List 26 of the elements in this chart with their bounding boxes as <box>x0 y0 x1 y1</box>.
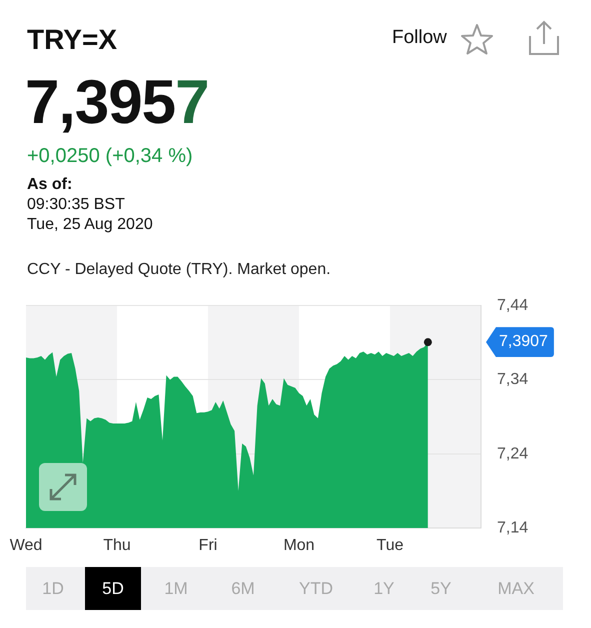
text: YTD <box>298 578 334 600</box>
text: Tue, 25 Aug 2020 <box>27 216 153 234</box>
text: 1Y <box>372 578 396 600</box>
y-tick-label: 7,34 <box>497 371 528 388</box>
y-tick-label: 7,44 <box>497 297 528 314</box>
text: 1M <box>163 578 189 600</box>
x-tick-label: Mon <box>283 537 315 554</box>
x-tick-label: Wed <box>10 537 42 554</box>
chart-subtitle: CCY - Delayed Quote (TRY). Market open. <box>27 261 331 279</box>
text: 7,3957 <box>25 68 209 137</box>
text: +0,0250 (+0,34 %) <box>27 145 193 167</box>
chart-title: TRY=X <box>27 24 117 56</box>
x-tick-label: Fri <box>198 537 218 554</box>
text: Follow <box>392 27 447 49</box>
price-tag: 7,3907 <box>486 327 554 358</box>
text: As of: <box>27 176 72 194</box>
x-tick-label: Thu <box>103 537 131 554</box>
y-tick-label: 7,14 <box>497 519 528 536</box>
range-tab: 5D <box>85 567 141 610</box>
y-tick-label: 7,24 <box>497 445 528 462</box>
x-tick-label: Tue <box>376 537 404 554</box>
text: 6M <box>230 578 256 600</box>
text: 1D <box>41 578 65 600</box>
text: 5Y <box>430 578 452 600</box>
text: 09:30:35 BST <box>27 196 125 214</box>
text: MAX <box>496 578 536 600</box>
